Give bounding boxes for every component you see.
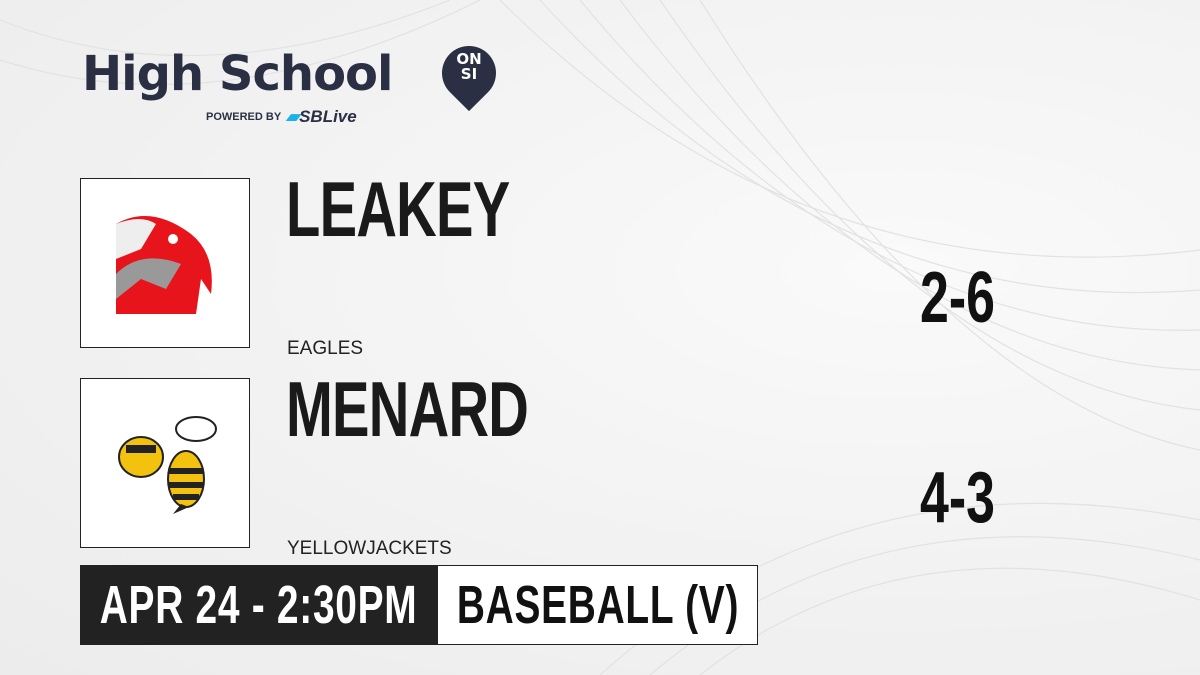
partner-name: SBLive <box>299 107 357 126</box>
powered-by: POWERED BY <box>206 111 282 123</box>
team-logo-menard <box>80 378 250 548</box>
team-mascot: YELLOWJACKETS <box>287 538 452 559</box>
team-record: 2-6 <box>920 258 995 338</box>
brand-logo: High School <box>82 44 393 104</box>
team-name: MENARD <box>286 365 529 453</box>
team-logo-leakey <box>80 178 250 348</box>
team-record: 4-3 <box>920 458 995 538</box>
yellowjacket-logo-icon <box>118 416 217 514</box>
on-si-badge: ON SI <box>448 52 490 82</box>
sport-text: BASEBALL (V) <box>456 575 739 635</box>
datetime-text: APR 24 - 2:30PM <box>100 575 418 635</box>
brand-title: High School <box>82 46 393 102</box>
team-mascot: EAGLES <box>287 338 364 359</box>
partner-logo: ▰SBLive <box>286 107 357 127</box>
badge-top: ON <box>456 50 482 68</box>
team-name: LEAKEY <box>286 165 510 253</box>
badge-bottom: SI <box>460 65 478 83</box>
sblive-icon: ▰ <box>286 107 300 126</box>
game-datetime: APR 24 - 2:30PM <box>80 565 438 645</box>
eagle-logo-icon <box>116 216 212 314</box>
game-sport: BASEBALL (V) <box>437 565 758 645</box>
